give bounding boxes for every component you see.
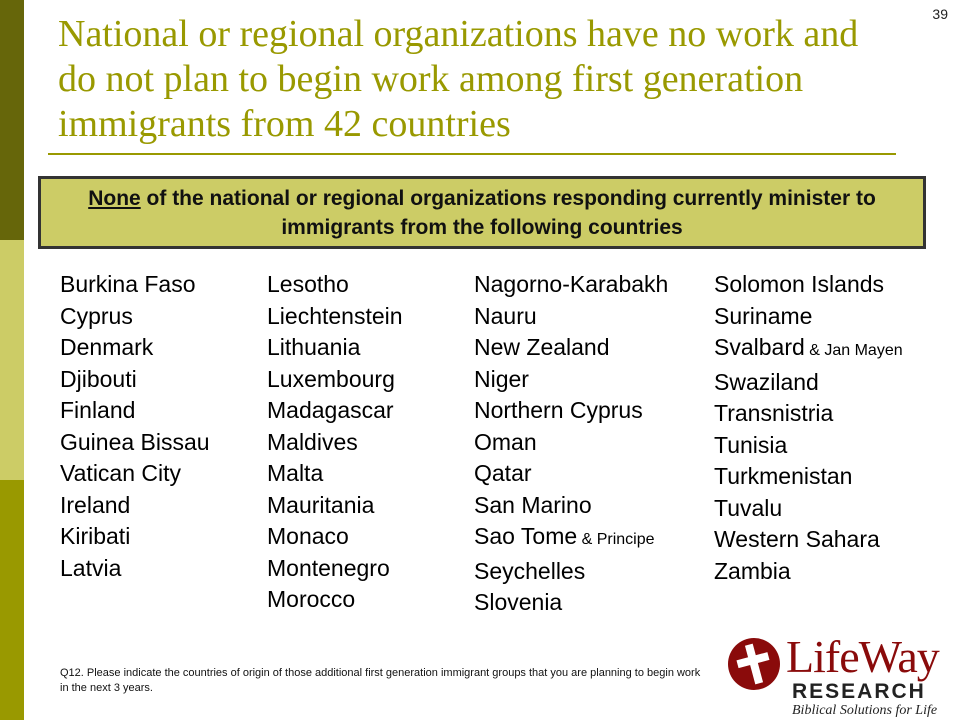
country-item: Mauritania bbox=[267, 491, 375, 518]
country-item: Monaco bbox=[267, 523, 349, 549]
country-item: Solomon Islands bbox=[714, 271, 885, 297]
country-item: Northern Cyprus bbox=[474, 397, 643, 423]
country-item: Nauru bbox=[474, 302, 537, 329]
left-bar-top bbox=[0, 0, 24, 240]
callout-box: None of the national or regional organiz… bbox=[38, 176, 926, 249]
country-item: Transnistria bbox=[714, 400, 834, 426]
country-item: Lithuania bbox=[267, 334, 361, 360]
country-item: Niger bbox=[474, 365, 529, 392]
country-item: Latvia bbox=[60, 554, 122, 581]
country-item: Swaziland bbox=[714, 368, 819, 395]
country-item: Sao Tome & Principe bbox=[474, 523, 655, 549]
country-item: Maldives bbox=[267, 428, 358, 455]
country-item: Western Sahara bbox=[714, 526, 880, 552]
country-item: Svalbard & Jan Mayen bbox=[714, 334, 903, 360]
cross-logo-icon bbox=[728, 638, 780, 690]
country-item: Morocco bbox=[267, 586, 356, 612]
logo-tagline: Biblical Solutions for Life bbox=[792, 703, 938, 718]
slide-number: 39 bbox=[932, 6, 948, 22]
country-column-2: Lesotho Liechtenstein Lithuania Luxembourg M… bbox=[267, 269, 403, 616]
country-item: Qatar bbox=[474, 460, 532, 486]
country-item: Seychelles bbox=[474, 557, 586, 584]
callout-emphasis: None bbox=[88, 186, 141, 210]
left-bar-middle bbox=[0, 240, 24, 480]
country-column-3: Nagorno-Karabakh Nauru New Zealand Niger Nor… bbox=[474, 269, 668, 619]
country-item: Guinea Bissau bbox=[60, 428, 210, 455]
country-item: New Zealand bbox=[474, 334, 610, 360]
country-item: Montenegro bbox=[267, 554, 390, 581]
title-underline bbox=[48, 153, 896, 155]
country-item: Slovenia bbox=[474, 589, 563, 615]
country-item: Ireland bbox=[60, 491, 131, 518]
country-column-1: Burkina Faso Cyprus Denmark Djibouti Finland… bbox=[60, 269, 210, 584]
country-item: Liechtenstein bbox=[267, 302, 403, 329]
lifeway-logo: LifeWay RESEARCH Biblical Solutions for … bbox=[726, 630, 956, 720]
country-item: Tuvalu bbox=[714, 494, 783, 521]
country-item: San Marino bbox=[474, 491, 592, 518]
country-item: Madagascar bbox=[267, 397, 394, 423]
country-item: Djibouti bbox=[60, 365, 137, 392]
country-item: Oman bbox=[474, 428, 537, 455]
country-item: Cyprus bbox=[60, 302, 133, 329]
country-column-4: Solomon Islands Suriname Svalbard & Jan Ma… bbox=[714, 269, 903, 587]
footnote: Q12. Please indicate the countries of or… bbox=[60, 667, 701, 694]
country-item: Vatican City bbox=[60, 460, 182, 486]
country-item: Luxembourg bbox=[267, 365, 395, 392]
country-suffix: & Jan Mayen bbox=[804, 342, 903, 359]
country-item: Denmark bbox=[60, 334, 154, 360]
country-item: Lesotho bbox=[267, 271, 349, 297]
country-item: Suriname bbox=[714, 302, 813, 329]
country-item: Nagorno-Karabakh bbox=[474, 271, 669, 297]
country-suffix: & Principe bbox=[577, 531, 655, 548]
slide-title: National or regional organizations have … bbox=[58, 13, 859, 145]
country-item: Kiribati bbox=[60, 523, 131, 549]
country-item: Burkina Faso bbox=[60, 271, 196, 297]
country-item: Zambia bbox=[714, 557, 791, 584]
left-bar-bottom bbox=[0, 480, 24, 720]
country-item: Turkmenistan bbox=[714, 463, 853, 489]
logo-name: LifeWay bbox=[786, 631, 940, 682]
country-item: Tunisia bbox=[714, 431, 788, 458]
logo-research: RESEARCH bbox=[792, 680, 926, 703]
country-item: Finland bbox=[60, 397, 136, 423]
country-item: Malta bbox=[267, 460, 324, 486]
callout-text: of the national or regional organization… bbox=[140, 186, 876, 239]
